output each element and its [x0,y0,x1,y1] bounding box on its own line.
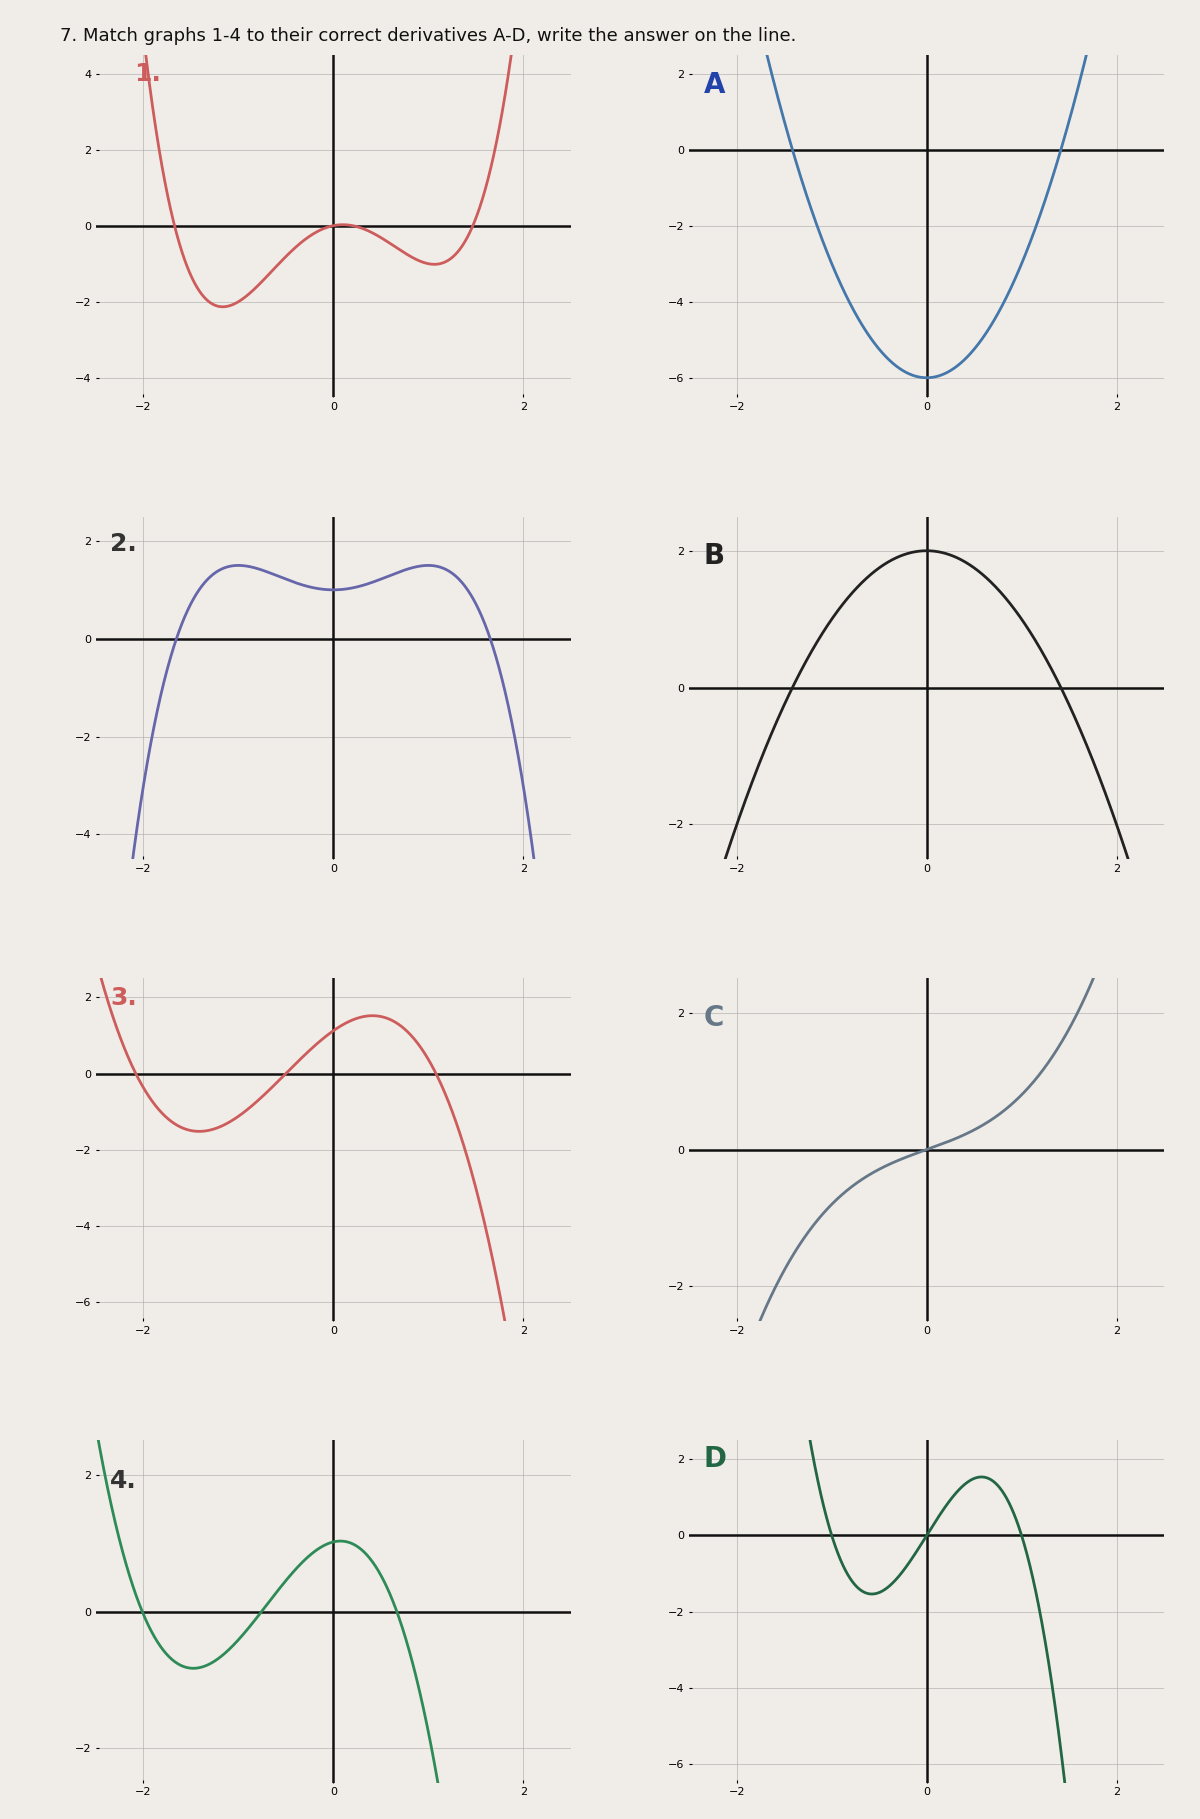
Text: A: A [703,71,725,98]
Text: C: C [703,1004,724,1033]
Text: 4.: 4. [110,1470,137,1493]
Text: 3.: 3. [110,986,137,1010]
Text: 2.: 2. [110,531,137,557]
Text: 1.: 1. [134,62,161,85]
Text: D: D [703,1444,726,1473]
Text: B: B [703,542,725,571]
Text: 7. Match graphs 1-4 to their correct derivatives A-D, write the answer on the li: 7. Match graphs 1-4 to their correct der… [60,27,797,45]
